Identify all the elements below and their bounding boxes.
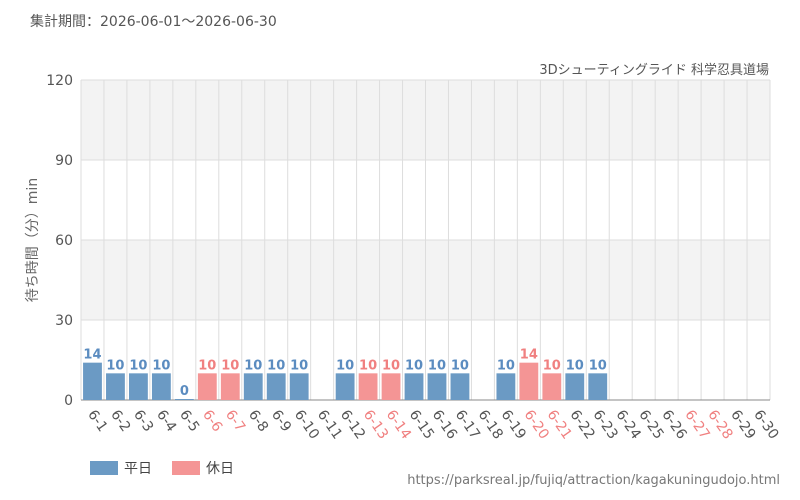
legend-label-weekday: 平日 [124, 461, 152, 477]
x-tick-label: 6-26 [658, 407, 689, 442]
legend-label-holiday: 休日 [206, 461, 234, 477]
data-label: 10 [267, 358, 285, 373]
legend: 平日 休日 [90, 458, 254, 478]
bar [588, 373, 608, 400]
y-axis-label: 待ち時間（分）min [25, 178, 41, 302]
legend-swatch-weekday [90, 461, 118, 475]
bar [289, 373, 309, 400]
x-tick-label: 6-21 [544, 407, 575, 442]
x-tick-label: 6-2 [107, 407, 133, 435]
data-label: 10 [543, 358, 561, 373]
x-tick-label: 6-20 [521, 407, 552, 442]
y-tick-label: 0 [64, 393, 73, 409]
bar [450, 373, 470, 400]
x-tick-label: 6-18 [475, 407, 506, 442]
bar [83, 362, 102, 400]
legend-item-weekday: 平日 [90, 458, 152, 478]
bar [220, 373, 240, 400]
x-tick-label: 6-9 [268, 407, 294, 435]
x-tick-label: 6-17 [452, 407, 483, 442]
bar [565, 373, 585, 400]
bar [151, 373, 171, 400]
bar [542, 373, 562, 400]
x-tick-label: 6-13 [360, 407, 391, 442]
x-tick-label: 6-12 [337, 407, 368, 442]
y-tick-label: 30 [55, 313, 73, 329]
bar [381, 373, 401, 400]
data-label: 10 [221, 358, 239, 373]
bar [496, 373, 516, 400]
x-tick-label: 6-25 [635, 407, 666, 442]
bar [427, 373, 447, 400]
x-tick-label: 6-24 [612, 407, 643, 442]
data-label: 10 [566, 358, 584, 373]
legend-swatch-holiday [172, 461, 200, 475]
bar [335, 373, 355, 400]
bar [197, 373, 217, 400]
data-label: 10 [589, 358, 607, 373]
y-tick-label: 120 [46, 73, 73, 89]
x-tick-label: 6-3 [130, 407, 156, 435]
data-label: 10 [198, 358, 216, 373]
horizontal-gridlines [81, 79, 770, 401]
x-tick-label: 6-11 [314, 407, 345, 442]
x-tick-label: 6-6 [199, 407, 225, 435]
y-tick-labels: 0 30 60 90 120 [46, 73, 73, 409]
data-label: 10 [451, 358, 469, 373]
bar [266, 373, 286, 400]
x-tick-label: 6-8 [245, 407, 271, 435]
data-label: 10 [382, 358, 400, 373]
x-tick-label: 6-19 [498, 407, 529, 442]
x-tick-label: 6-7 [222, 407, 248, 435]
bar [129, 373, 148, 400]
data-label: 10 [129, 358, 147, 373]
attraction-name: 3Dシューティングライド 科学忍具道場 [539, 63, 769, 78]
x-tick-label: 6-15 [406, 407, 437, 442]
period-label: 集計期間：2026-06-01～2026-06-30 [30, 14, 277, 30]
x-tick-label: 6-22 [567, 407, 598, 442]
y-tick-label: 60 [55, 233, 73, 249]
x-tick-label: 6-5 [176, 407, 202, 435]
bar [404, 373, 424, 400]
x-tick-label: 6-14 [383, 407, 414, 442]
bar-series: 14 10 10 10 0 10 10 10 10 10 10 10 10 10 10 10 10 14 10 10 1… [83, 348, 608, 400]
data-label: 10 [428, 358, 446, 373]
x-tick-label: 6-16 [429, 407, 460, 442]
x-tick-label: 6-4 [153, 407, 179, 435]
x-tick-label: 6-30 [750, 407, 781, 442]
y-tick-label: 90 [55, 153, 73, 169]
data-label: 14 [520, 348, 538, 363]
data-label: 10 [152, 358, 170, 373]
data-label: 10 [244, 358, 262, 373]
x-tick-label: 6-1 [84, 407, 110, 435]
x-tick-labels: 6-16-26-36-46-56-66-76-86-96-106-116-126… [84, 407, 781, 442]
data-label: 10 [497, 358, 515, 373]
x-tick-label: 6-29 [727, 407, 758, 442]
x-tick-label: 6-28 [704, 407, 735, 442]
data-label: 10 [405, 358, 423, 373]
bar [106, 373, 125, 400]
bar [519, 362, 539, 400]
data-label: 0 [180, 384, 189, 399]
x-tick-label: 6-27 [681, 407, 712, 442]
data-label: 10 [336, 358, 354, 373]
data-label: 10 [359, 358, 377, 373]
source-url: https://parksreal.jp/fujiq/attraction/ka… [407, 473, 780, 488]
data-label: 10 [290, 358, 308, 373]
bar [174, 399, 194, 400]
data-label: 10 [106, 358, 124, 373]
legend-item-holiday: 休日 [172, 458, 234, 478]
bar [243, 373, 263, 400]
bar [358, 373, 378, 400]
x-tick-label: 6-10 [291, 407, 322, 442]
data-label: 14 [83, 348, 101, 363]
x-tick-label: 6-23 [589, 407, 620, 442]
